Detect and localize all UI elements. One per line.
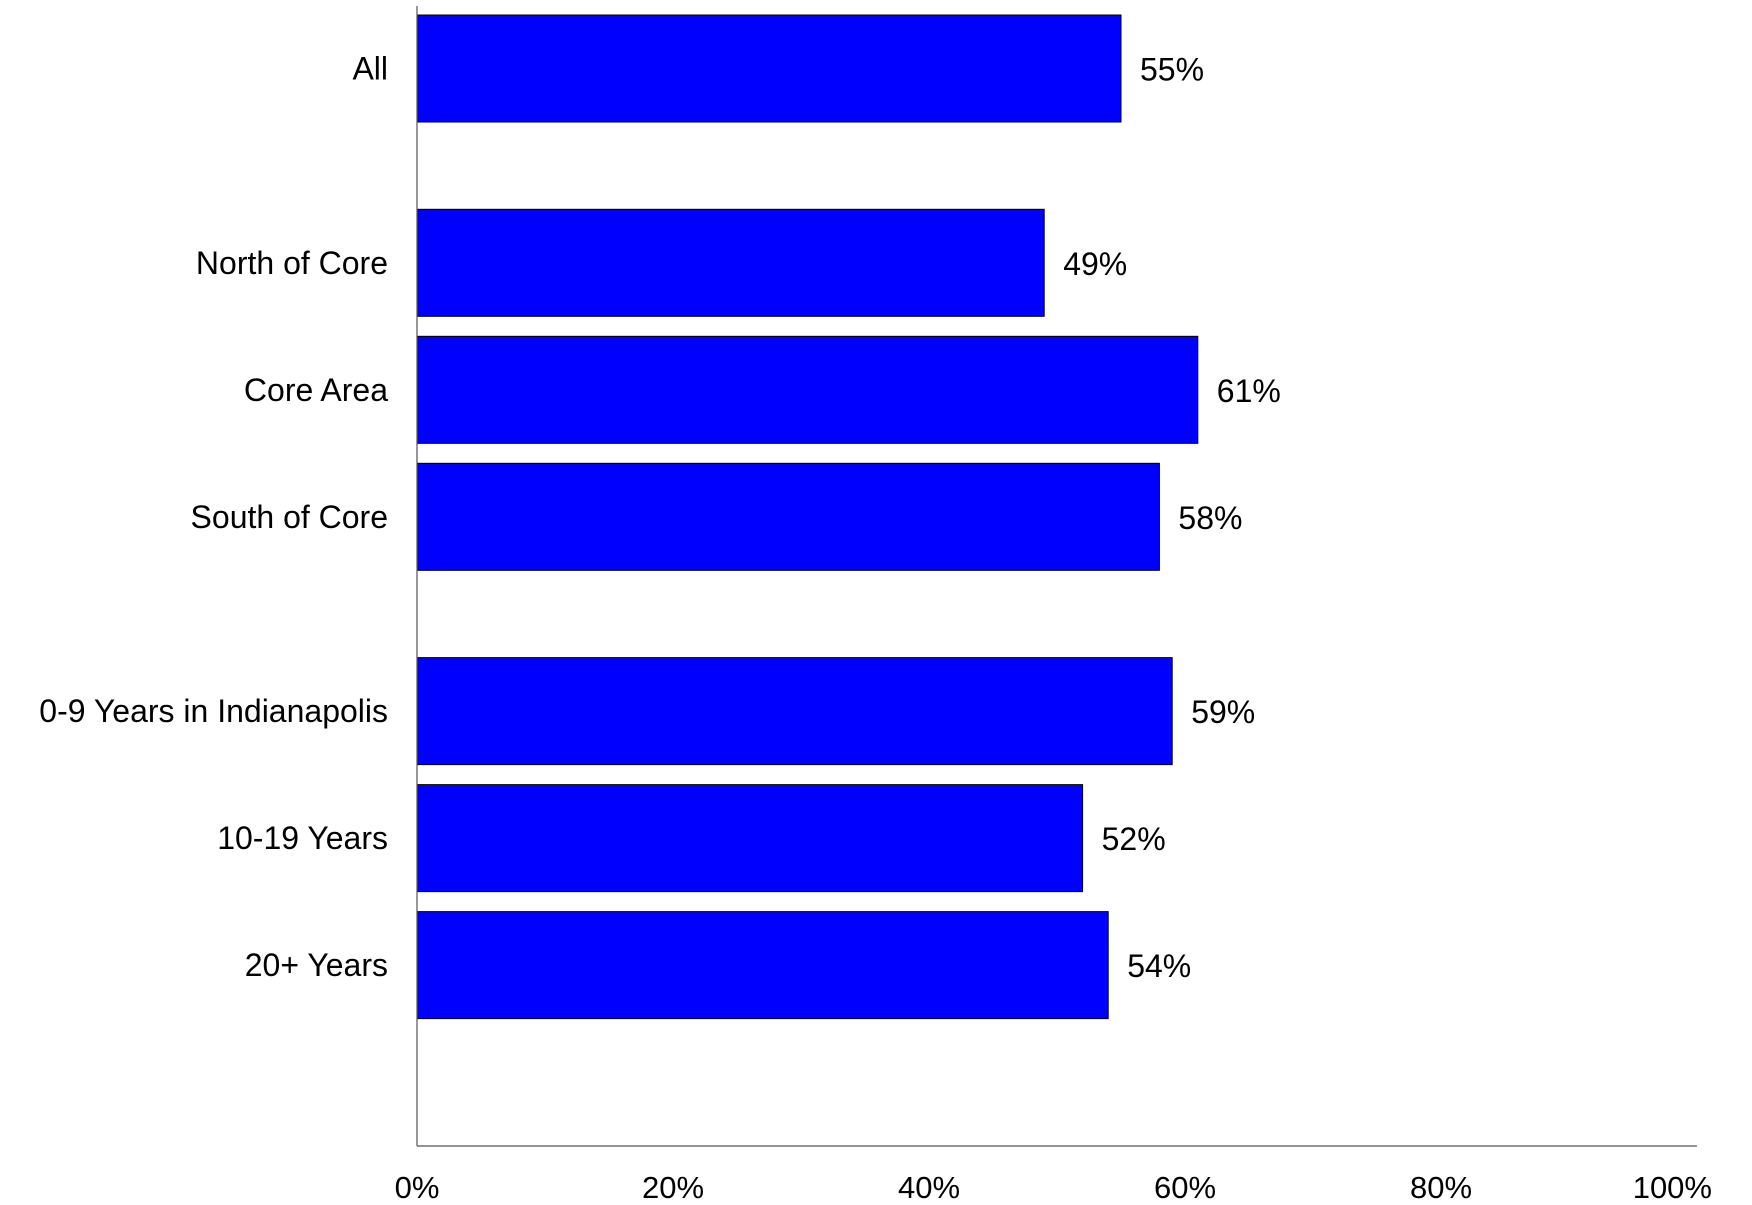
category-label-all: All <box>352 51 388 87</box>
x-tick-label-80: 80% <box>1410 1170 1472 1205</box>
bar-0-9-years-in-indianapolis <box>416 657 1173 766</box>
x-tick-label-60: 60% <box>1154 1170 1216 1205</box>
data-label-core-area: 61% <box>1217 373 1281 409</box>
data-label-all: 55% <box>1140 52 1204 88</box>
x-tick-label-40: 40% <box>898 1170 960 1205</box>
data-label-south-of-core: 58% <box>1178 500 1242 536</box>
x-tick-label-0: 0% <box>395 1170 440 1205</box>
axes-layer: 0% 20% 40% 60% 80% 100% <box>395 6 1712 1205</box>
data-label-north-of-core: 49% <box>1063 246 1127 282</box>
bars-layer <box>416 14 1199 1020</box>
x-tick-label-100: 100% <box>1633 1170 1712 1205</box>
category-label-20-years: 20+ Years <box>245 947 388 983</box>
bar-all <box>416 14 1122 123</box>
x-tick-label-20: 20% <box>642 1170 704 1205</box>
category-label-north-of-core: North of Core <box>196 245 388 281</box>
data-label-0-9-years-in-indianapolis: 59% <box>1191 694 1255 730</box>
bar-core-area <box>416 335 1199 444</box>
category-label-south-of-core: South of Core <box>191 499 388 535</box>
bar-north-of-core <box>416 208 1045 317</box>
data-label-10-19-years: 52% <box>1102 821 1166 857</box>
bar-south-of-core <box>416 462 1160 571</box>
bar-20-years <box>416 911 1109 1020</box>
bar-10-19-years <box>416 784 1084 893</box>
labels-layer: All 55% North of Core 49% Core Area 61% South … <box>39 51 1281 985</box>
category-label-0-9-years-in-indianapolis: 0-9 Years in Indianapolis <box>39 693 388 729</box>
category-label-10-19-years: 10-19 Years <box>217 820 388 856</box>
category-label-core-area: Core Area <box>244 372 388 408</box>
data-label-20-years: 54% <box>1127 948 1191 984</box>
